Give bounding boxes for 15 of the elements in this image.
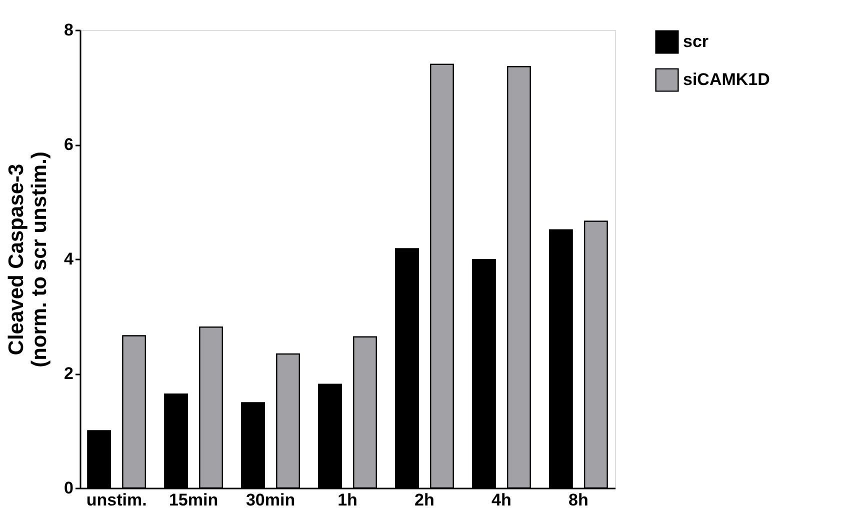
x-tick-label: 1h bbox=[338, 490, 358, 508]
y-tick-label: 4 bbox=[64, 250, 74, 268]
x-tick-label: unstim. bbox=[86, 490, 147, 508]
y-tick-label: 0 bbox=[64, 478, 74, 498]
x-tick-label: 15min bbox=[168, 490, 218, 508]
y-axis-title: Cleaved Caspase-3 (norm. to scr unstim.) bbox=[5, 152, 52, 368]
legend-label: siCAMK1D bbox=[683, 70, 770, 89]
legend-label: scr bbox=[683, 32, 709, 51]
y-tick-label: 8 bbox=[64, 20, 74, 40]
x-tick-label: 4h bbox=[492, 490, 512, 508]
x-tick-label: 30min bbox=[246, 490, 296, 508]
y-tick-label: 2 bbox=[64, 364, 74, 383]
x-tick-label: 2h bbox=[414, 490, 434, 508]
y-tick-label: 6 bbox=[64, 135, 74, 154]
x-tick-label: 8h bbox=[568, 490, 588, 508]
